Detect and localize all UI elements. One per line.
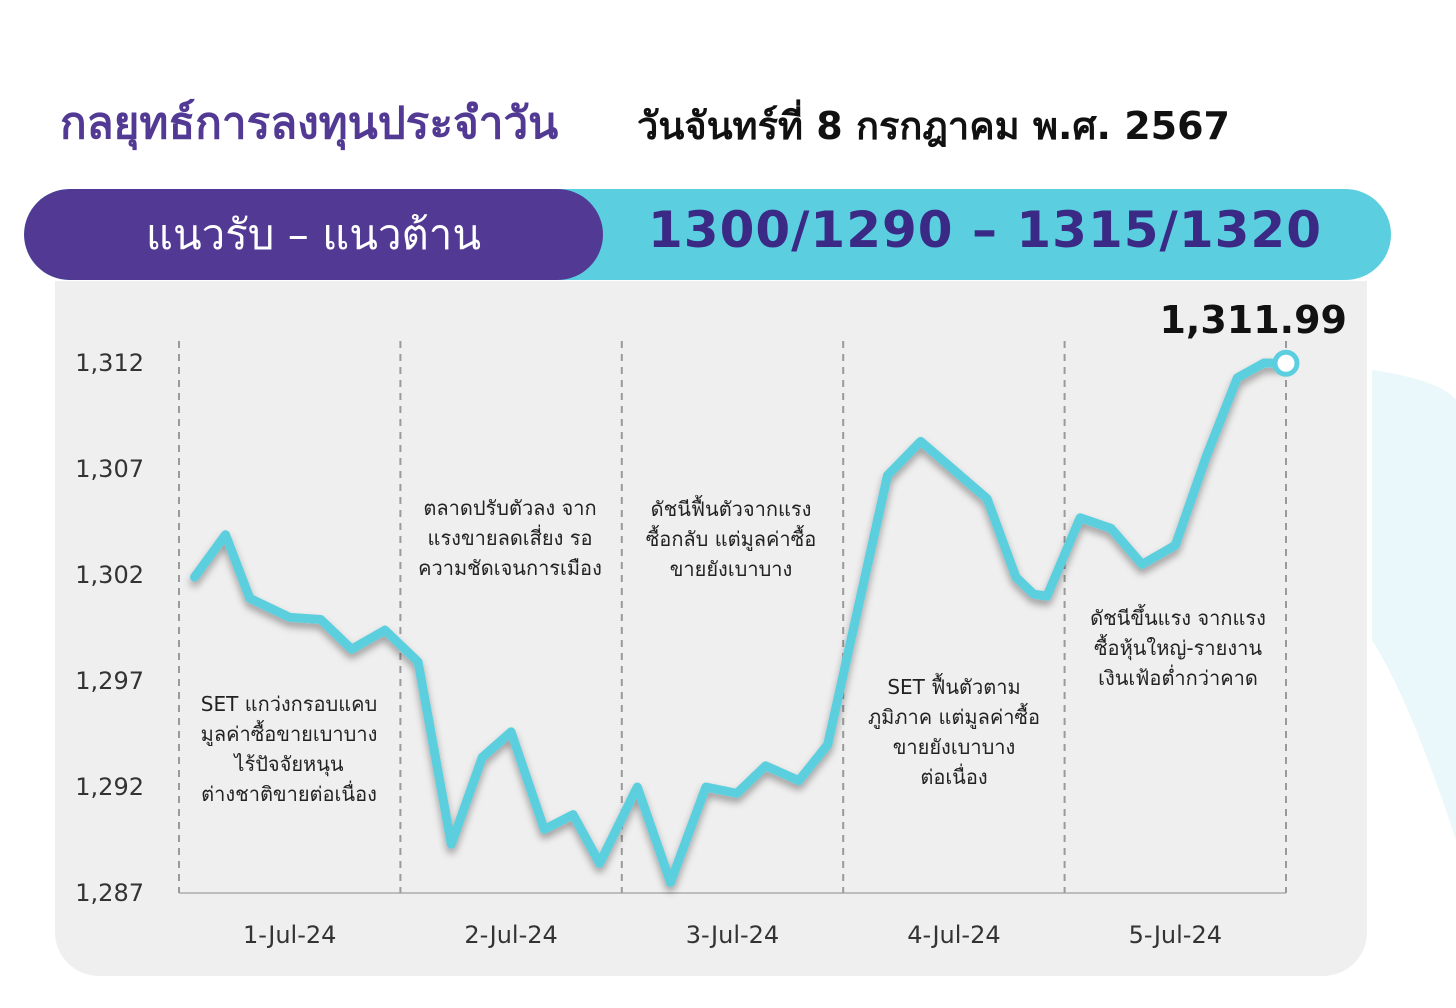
annotation-line: ไร้ปัจจัยหนุน (232, 752, 344, 777)
x-tick-label: 3-Jul-24 (686, 921, 779, 949)
annotation-line: ตลาดปรับตัวลง จาก (423, 496, 596, 520)
report-date: วันจันทร์ที่ 8 กรกฎาคม พ.ศ. 2567 (637, 104, 1230, 148)
y-tick-label: 1,307 (75, 455, 144, 483)
last-point-marker (1272, 349, 1300, 377)
support-resistance-values: 1300/1290 – 1315/1320 (648, 201, 1322, 259)
annotation-line: ต่อเนื่อง (920, 763, 987, 789)
annotation-line: ต่างชาติขายต่อเนื่อง (201, 780, 377, 806)
annotation-line: ขายยังเบาบาง (670, 557, 793, 581)
annotation-line: ภูมิภาค แต่มูลค่าซื้อ (868, 703, 1040, 730)
x-tick-label: 5-Jul-24 (1129, 921, 1222, 949)
last-value-label: 1,311.99 (1159, 298, 1347, 342)
x-tick-label: 1-Jul-24 (243, 921, 336, 949)
annotation-line: มูลค่าซื้อขายเบาบาง (201, 720, 378, 747)
y-tick-label: 1,302 (75, 561, 144, 589)
support-resistance-banner: แนวรับ – แนวต้าน 1300/1290 – 1315/1320 (24, 189, 1391, 280)
set-index-series-line (190, 358, 1291, 887)
annotation-line: ซื้อหุ้นใหญ่-รายงาน (1094, 634, 1262, 661)
annotation-line: เงินเฟ้อต่ำกว่าคาด (1098, 664, 1258, 690)
set-index-chart: 1,312 1,307 1,302 1,297 1,292 1,287 1-Jul-24 2… (75, 298, 1347, 949)
x-tick-label: 2-Jul-24 (464, 921, 557, 949)
x-tick-label: 4-Jul-24 (907, 921, 1000, 949)
chart-panel: 1,312 1,307 1,302 1,297 1,292 1,287 1-Jul-24 2… (55, 281, 1367, 976)
y-tick-label: 1,312 (75, 349, 144, 377)
annotation-line: SET แกว่งกรอบแคบ (201, 692, 377, 716)
annotation-line: แรงขายลดเสี่ยง รอ (428, 524, 593, 550)
annotation-line: ดัชนีขึ้นแรง จากแรง (1090, 604, 1266, 630)
banner-label-pill: แนวรับ – แนวต้าน (24, 189, 603, 280)
page-title: กลยุทธ์การลงทุนประจำวัน (60, 98, 559, 149)
y-tick-label: 1,287 (75, 879, 144, 907)
y-tick-label: 1,297 (75, 667, 144, 695)
annotation-line: SET ฟื้นตัวตาม (887, 673, 1020, 699)
annotation-line: ซื้อกลับ แต่มูลค่าซื้อ (646, 525, 817, 552)
annotation-line: ความชัดเจนการเมือง (418, 556, 602, 580)
banner-label: แนวรับ – แนวต้าน (145, 209, 482, 259)
y-tick-label: 1,292 (75, 773, 144, 801)
annotation-line: ดัชนีฟื้นตัวจากแรง (651, 495, 812, 521)
annotation-line: ขายยังเบาบาง (893, 735, 1016, 759)
